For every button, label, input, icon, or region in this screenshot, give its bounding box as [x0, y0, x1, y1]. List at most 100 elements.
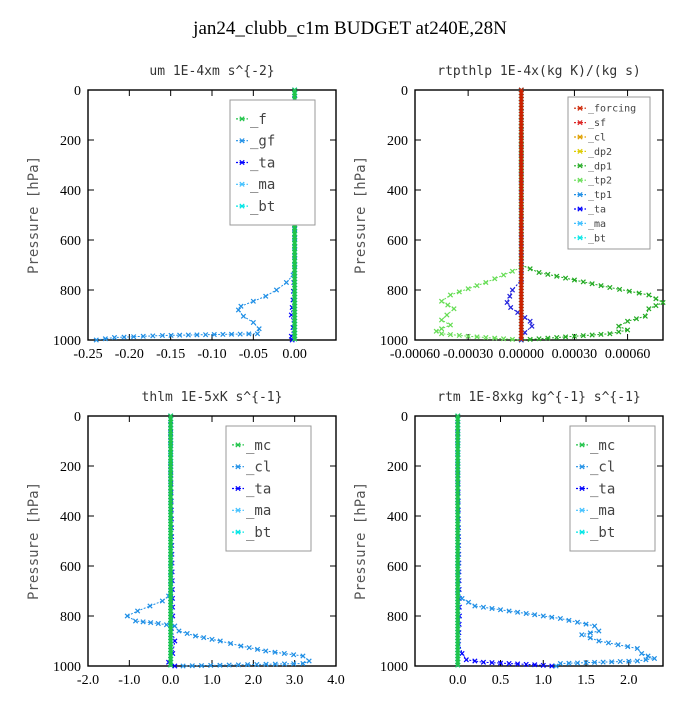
series-marker [514, 609, 521, 615]
series-marker [159, 332, 166, 339]
legend-marker [239, 116, 245, 122]
series-marker [438, 298, 445, 304]
series-marker [626, 288, 632, 294]
series-marker [504, 299, 510, 306]
y-tick-label: 400 [60, 184, 81, 199]
series-marker [250, 298, 256, 304]
series-marker [272, 661, 278, 667]
panel-title: thlm 1E-5xK s^{-1} [142, 390, 283, 405]
series-marker [571, 333, 578, 339]
legend-label: _ma [588, 219, 606, 230]
legend-label: _mc [590, 438, 615, 454]
y-tick-label: 0 [401, 410, 408, 425]
series-marker [554, 273, 560, 279]
plot-frame [414, 89, 664, 341]
legend-marker [577, 206, 583, 212]
legend-marker [577, 163, 583, 169]
legend-marker [577, 105, 583, 111]
x-tick-label: -0.00030 [443, 347, 493, 362]
series-marker [184, 630, 190, 637]
series-marker [523, 661, 529, 667]
series-marker [172, 663, 178, 669]
y-tick-label: 600 [387, 234, 408, 249]
series-line [435, 90, 522, 341]
x-tick-label: 0.00030 [552, 347, 598, 362]
series-line [457, 416, 552, 667]
series-marker [273, 287, 280, 293]
series-marker [459, 595, 465, 602]
series-marker [220, 331, 226, 338]
legend-label: _ma [250, 177, 275, 193]
series-marker [134, 608, 141, 614]
series-marker [579, 632, 585, 638]
y-tick-label: 1000 [380, 334, 408, 349]
legend-label: _dp2 [588, 147, 612, 158]
series-marker [217, 662, 223, 668]
legend-label: _cl [246, 460, 271, 476]
series-marker [168, 332, 174, 338]
series-marker [645, 653, 651, 659]
y-tick-label: 800 [60, 610, 81, 625]
legend-label: _f [250, 112, 267, 128]
series-marker [540, 662, 546, 668]
series-marker [523, 610, 529, 617]
series-marker [642, 313, 648, 319]
series-marker [283, 279, 290, 286]
series-marker [155, 620, 161, 627]
series-marker [147, 603, 153, 609]
y-tick-label: 1000 [380, 660, 408, 675]
series-marker [591, 659, 598, 666]
legend-label: _bt [250, 199, 275, 215]
series-marker [536, 336, 542, 342]
series-marker [211, 331, 217, 338]
series-marker [93, 337, 99, 343]
series-marker [489, 660, 495, 666]
series-marker [580, 279, 586, 285]
legend-marker [579, 442, 585, 448]
series-marker [527, 318, 533, 324]
series-marker [624, 327, 631, 333]
series-marker [444, 312, 450, 318]
series-marker [483, 279, 489, 286]
series-marker [626, 658, 632, 664]
series-marker [240, 313, 247, 319]
legend-marker [577, 177, 583, 183]
series-marker [474, 283, 480, 289]
series-marker [583, 660, 589, 666]
series-marker [445, 302, 451, 308]
series-marker [150, 333, 156, 339]
legend-marker [239, 181, 245, 187]
series-marker [246, 331, 252, 337]
x-tick-label: 4.0 [327, 673, 345, 688]
series-marker [480, 604, 487, 610]
series-marker [536, 269, 542, 276]
series-marker [624, 318, 631, 324]
legend-label: _bt [590, 525, 615, 541]
x-tick-label: 1.0 [535, 673, 553, 688]
series-marker [291, 652, 297, 658]
series-marker [250, 319, 256, 326]
series-marker [189, 663, 195, 669]
series-marker [438, 317, 445, 323]
panel-title: rtpthlp 1E-4x(kg K)/(kg s) [437, 64, 641, 79]
series-marker [291, 661, 297, 667]
series-marker [607, 331, 613, 337]
legend-marker [235, 464, 241, 470]
series-marker [518, 336, 524, 342]
y-tick-label: 200 [60, 460, 81, 475]
series-marker [159, 598, 166, 604]
series-marker [549, 614, 555, 620]
x-tick-label: 1.0 [203, 673, 221, 688]
series-marker [456, 289, 462, 295]
series-marker [591, 623, 598, 629]
series-marker [447, 322, 454, 328]
series-marker [148, 620, 154, 626]
series-marker [111, 334, 118, 341]
x-tick-label: 0.0 [449, 673, 467, 688]
y-tick-label: 200 [60, 134, 81, 149]
series-marker [474, 334, 480, 340]
series-marker [545, 271, 551, 277]
series-marker [465, 286, 471, 292]
series-marker [571, 277, 578, 283]
